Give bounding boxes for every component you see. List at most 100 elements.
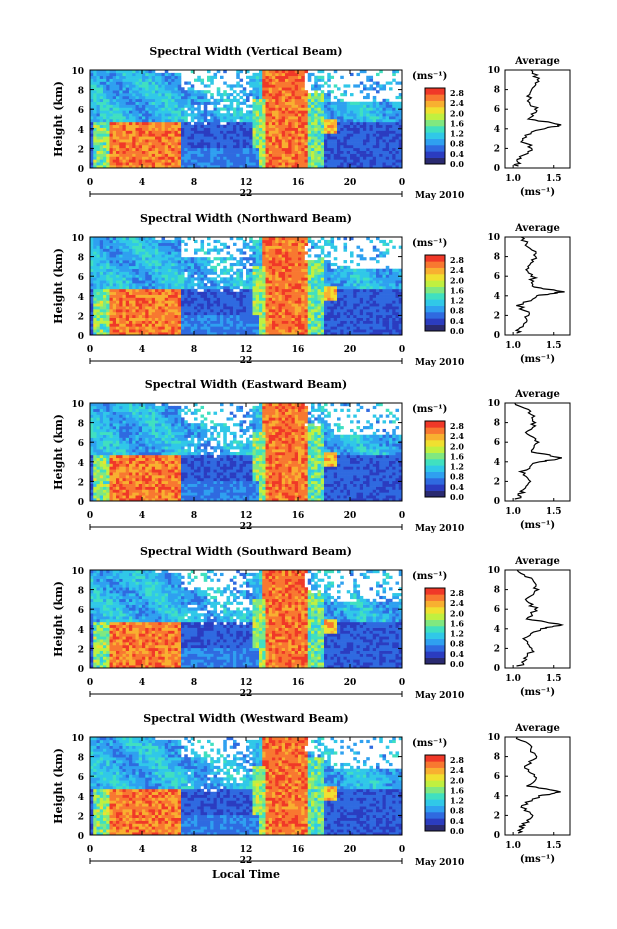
- heatmap-cell: [210, 260, 214, 264]
- heatmap-cell: [174, 300, 179, 304]
- heatmap-cell: [171, 291, 175, 295]
- heatmap-cell: [265, 262, 270, 267]
- heatmap-cell: [288, 303, 292, 307]
- heatmap-cell: [138, 288, 143, 293]
- heatmap-cell: [116, 95, 120, 100]
- heatmap-cell: [103, 309, 107, 313]
- heatmap-cell: [246, 136, 250, 140]
- heatmap-cell: [252, 84, 257, 88]
- heatmap-cell: [285, 274, 289, 278]
- heatmap-cell: [93, 251, 97, 255]
- heatmap-cell: [112, 323, 117, 327]
- heatmap-cell: [197, 116, 201, 120]
- heatmap-cell: [281, 136, 286, 140]
- heatmap-cell: [265, 288, 270, 293]
- heatmap-cell: [145, 93, 149, 97]
- heatmap-cell: [333, 107, 338, 111]
- heatmap-cell: [298, 119, 302, 123]
- heatmap-cell: [376, 136, 380, 140]
- heatmap-cell: [379, 127, 383, 131]
- heatmap-cell: [382, 104, 387, 108]
- heatmap-cell: [112, 130, 117, 134]
- heatmap-cell: [161, 104, 166, 108]
- heatmap-cell: [363, 107, 367, 111]
- heatmap-cell: [272, 119, 276, 123]
- heatmap-cell: [138, 306, 143, 310]
- heatmap-cell: [145, 113, 149, 117]
- heatmap-cell: [161, 329, 166, 333]
- heatmap-cell: [278, 314, 283, 318]
- heatmap-cell: [171, 297, 175, 301]
- heatmap-cell: [184, 294, 188, 298]
- heatmap-cell: [327, 113, 331, 117]
- heatmap-cell: [197, 144, 201, 149]
- heatmap-cell: [142, 242, 146, 246]
- heatmap-cell: [255, 81, 260, 85]
- heatmap-cell: [197, 329, 201, 333]
- heatmap-cell: [99, 317, 104, 321]
- heatmap-cell: [233, 107, 237, 111]
- heatmap-cell: [223, 283, 227, 287]
- heatmap-cell: [203, 260, 208, 264]
- heatmap-cell: [226, 127, 231, 131]
- heatmap-cell: [138, 121, 143, 126]
- heatmap-cell: [207, 294, 211, 298]
- heatmap-cell: [398, 116, 403, 120]
- heatmap-cell: [294, 81, 299, 85]
- heatmap-cell: [233, 159, 237, 163]
- heatmap-cell: [158, 87, 162, 91]
- heatmap-cell: [278, 326, 283, 330]
- heatmap-cell: [350, 116, 354, 120]
- heatmap-cell: [135, 254, 140, 258]
- heatmap-cell: [171, 127, 175, 131]
- heatmap-cell: [151, 239, 156, 244]
- heatmap-cell: [116, 311, 120, 316]
- heatmap-cell: [262, 306, 266, 310]
- heatmap-cell: [187, 280, 192, 284]
- heatmap-cell: [239, 121, 244, 126]
- heatmap-cell: [138, 237, 143, 241]
- heatmap-cell: [369, 121, 374, 126]
- heatmap-cell: [116, 239, 120, 244]
- heatmap-cell: [106, 144, 110, 149]
- heatmap-cell: [203, 271, 208, 275]
- heatmap-cell: [389, 101, 393, 105]
- heatmap-cell: [340, 142, 344, 146]
- heatmap-cell: [301, 95, 305, 100]
- heatmap-cell: [122, 317, 127, 321]
- heatmap-cell: [236, 262, 240, 267]
- heatmap-cell: [252, 300, 257, 304]
- heatmap-cell: [281, 121, 286, 126]
- heatmap-cell: [148, 280, 153, 284]
- heatmap-cell: [343, 113, 348, 117]
- heatmap-cell: [158, 93, 162, 97]
- heatmap-cell: [272, 262, 276, 267]
- heatmap-cell: [109, 153, 114, 157]
- heatmap-cell: [171, 300, 175, 304]
- heatmap-cell: [223, 326, 227, 330]
- heatmap-cell: [255, 98, 260, 102]
- heatmap-cell: [294, 294, 299, 298]
- heatmap-cell: [249, 119, 253, 123]
- heatmap-cell: [119, 262, 123, 267]
- heatmap-cell: [122, 133, 127, 137]
- heatmap-cell: [129, 72, 133, 77]
- heatmap-cell: [142, 121, 146, 126]
- heatmap-cell: [291, 84, 296, 88]
- heatmap-cell: [259, 72, 263, 77]
- heatmap-cell: [164, 286, 169, 290]
- heatmap-cell: [93, 294, 97, 298]
- heatmap-cell: [314, 150, 318, 154]
- heatmap-cell: [246, 98, 250, 102]
- heatmap-cell: [177, 84, 182, 88]
- heatmap-cell: [99, 257, 104, 261]
- heatmap-cell: [255, 90, 260, 94]
- heatmap-cell: [213, 159, 218, 163]
- heatmap-cell: [194, 139, 198, 143]
- heatmap-cell: [317, 133, 322, 137]
- heatmap-cell: [398, 110, 403, 114]
- heatmap-cell: [213, 300, 218, 304]
- heatmap-cell: [129, 257, 133, 261]
- heatmap-cell: [138, 81, 143, 85]
- heatmap-cell: [288, 314, 292, 318]
